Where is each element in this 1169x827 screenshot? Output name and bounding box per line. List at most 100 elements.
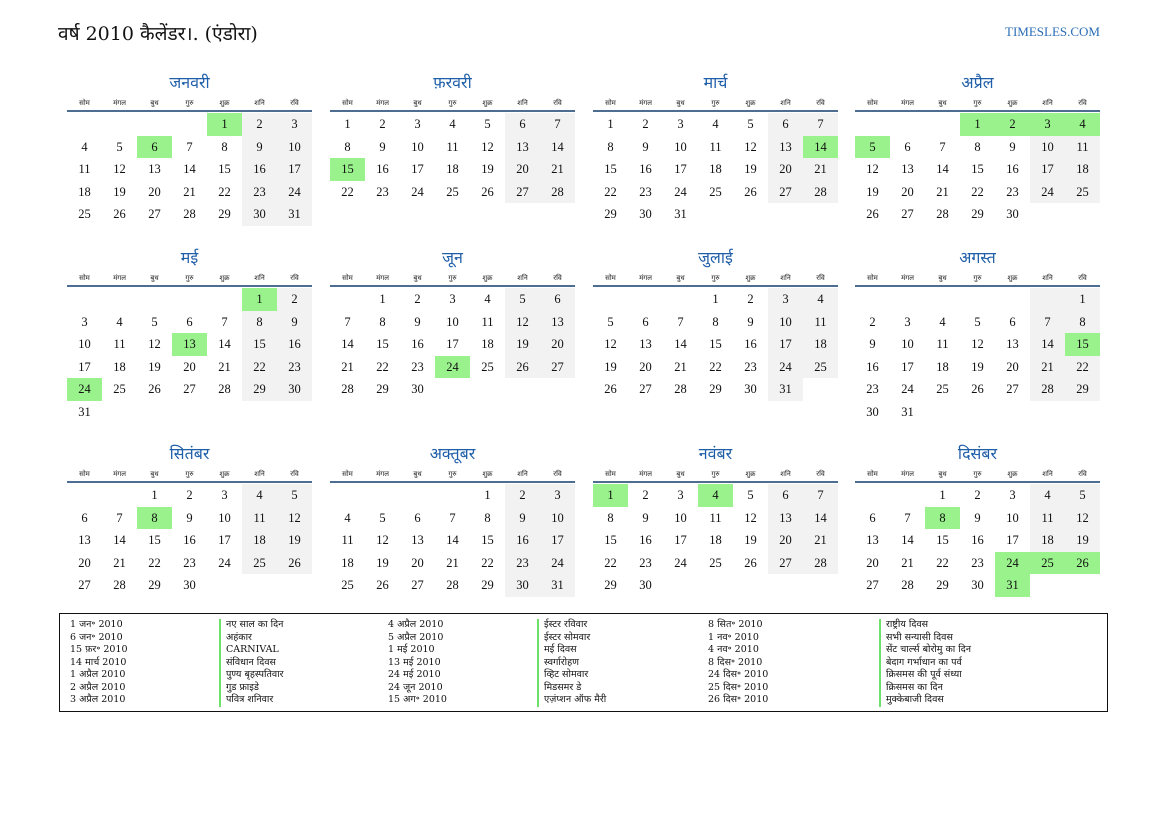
day-cell: 18 (113, 359, 126, 374)
day-cell: 10 (277, 135, 312, 158)
day-cell: 1 (242, 288, 277, 311)
day-cell: 9 (1009, 139, 1016, 154)
day-cell: 20 (639, 359, 652, 374)
day-cell: 28 (446, 578, 459, 592)
weekday-label: गुरु (711, 470, 720, 478)
empty-cell (330, 288, 365, 311)
day-cell: 31 (768, 378, 803, 401)
day-cell: 12 (481, 139, 494, 154)
day-cell: 8 (221, 139, 228, 154)
day-cell: 8 (1065, 310, 1100, 333)
day-cell: 27 (768, 180, 803, 203)
weekday-header: सोम मंगल बुध गुरु शुक्र शनि रवि (593, 94, 838, 112)
day-cell: 3 (677, 117, 684, 131)
month-block: जून सोम मंगल बुध गुरु शुक्र शनि रवि 1 2 3 4 5 6 7 8 9 10 1… (330, 247, 575, 401)
day-cell: 31 (540, 574, 575, 597)
weekday-label: बुध (938, 274, 947, 282)
weekday-label: बुध (676, 470, 685, 478)
day-cell: 27 (639, 382, 652, 396)
holiday-name: राष्ट्रीय दिवस (879, 619, 971, 632)
day-cell: 19 (1065, 529, 1100, 552)
day-cell: 22 (218, 184, 231, 199)
day-cell: 26 (113, 207, 126, 221)
day-cell: 21 (803, 529, 838, 552)
day-cell: 26 (604, 382, 617, 396)
holiday-date: 1 अप्रैल 2010 (70, 669, 126, 680)
weekday-label: बुध (938, 470, 947, 478)
day-grid: 1 2 3 4 5 6 7 8 9 10 11 12 13 14 15 16 17 18 19 20 21 22 23 24 2… (67, 288, 312, 423)
empty-cell (960, 401, 995, 424)
day-cell: 6 (768, 484, 803, 507)
day-cell: 4 (698, 484, 733, 507)
day-cell: 27 (148, 207, 161, 221)
day-cell: 27 (78, 578, 91, 592)
day-cell: 22 (604, 555, 617, 570)
day-cell: 13 (78, 533, 91, 547)
day-cell: 7 (677, 314, 684, 329)
day-cell: 30 (744, 382, 757, 396)
day-cell: 13 (411, 533, 424, 547)
weekday-label: सोम (342, 99, 353, 107)
weekday-label: गुरु (973, 99, 982, 107)
day-cell: 23 (744, 359, 757, 374)
day-cell: 25 (709, 555, 722, 570)
month-block: मई सोम मंगल बुध गुरु शुक्र शनि रवि 1 2 3 4 5 6 7 8 9 10 11… (67, 247, 312, 423)
weekday-label: सोम (867, 274, 878, 282)
holiday-date: 26 दिस॰ 2010 (708, 694, 769, 705)
holiday-date: 8 दिस॰ 2010 (708, 656, 763, 668)
day-cell: 30 (277, 378, 312, 401)
day-cell: 4 (803, 288, 838, 311)
holiday-date: 24 मई 2010 (388, 669, 441, 680)
empty-cell (803, 203, 838, 226)
day-cell: 19 (604, 359, 617, 374)
day-cell: 30 (505, 574, 540, 597)
holiday-name: मिडसमर डे (537, 681, 606, 694)
empty-cell (890, 288, 925, 311)
day-cell: 2 (505, 484, 540, 507)
day-cell: 3 (414, 117, 421, 131)
day-cell: 20 (1006, 359, 1019, 374)
empty-cell (102, 484, 137, 507)
day-cell: 4 (1065, 113, 1100, 136)
weekday-label: सोम (867, 99, 878, 107)
day-cell: 11 (113, 337, 126, 351)
weekday-label: बुध (676, 99, 685, 107)
weekday-label: शनि (1042, 99, 1053, 107)
day-grid: 1 2 3 4 5 6 7 8 9 10 11 12 13 14 15 16 17 18 19 20 21 22 23 24 2… (593, 484, 838, 597)
empty-cell (803, 378, 838, 401)
weekday-label: शुक्र (482, 99, 493, 107)
day-cell: 7 (116, 510, 123, 525)
day-cell: 6 (81, 510, 88, 525)
weekday-label: मंगल (113, 470, 126, 478)
day-cell: 21 (936, 184, 949, 199)
day-grid: 1 2 3 4 5 6 7 8 9 10 11 12 13 14 15 16 17 18 19 20 21 22 23 24 2… (855, 288, 1100, 423)
day-cell: 5 (151, 314, 158, 329)
day-cell: 19 (744, 533, 757, 547)
day-cell: 7 (939, 139, 946, 154)
holiday-names-col-3: राष्ट्रीय दिवस सभी सन्यासी दिवस सेंट चार्ल… (879, 619, 971, 707)
day-cell: 24 (540, 551, 575, 574)
site-link[interactable]: TIMESLES.COM (1005, 24, 1100, 39)
day-cell: 16 (744, 337, 757, 351)
empty-cell (925, 288, 960, 311)
day-cell: 15 (971, 162, 984, 176)
day-cell: 13 (505, 135, 540, 158)
day-cell: 20 (148, 184, 161, 199)
day-cell: 29 (242, 378, 277, 401)
holiday-dates-col-1: 1 जन॰ 2010 6 जन॰ 2010 15 फ़र॰ 2010 14 मार्च… (70, 619, 128, 707)
weekday-label: रवि (290, 99, 299, 107)
day-cell: 8 (379, 314, 386, 329)
day-cell: 15 (218, 162, 231, 176)
weekday-label: सोम (79, 470, 90, 478)
weekday-header: सोम मंगल बुध गुरु शुक्र शनि रवि (67, 94, 312, 112)
holiday-date: 25 दिस॰ 2010 (708, 681, 769, 693)
empty-cell (67, 113, 102, 136)
day-cell: 14 (901, 533, 914, 547)
day-cell: 19 (866, 184, 879, 199)
holiday-date: 4 नव॰ 2010 (708, 644, 759, 655)
day-cell: 2 (379, 117, 386, 131)
holiday-date: 14 मार्च 2010 (70, 656, 127, 668)
day-cell: 3 (449, 292, 456, 306)
day-cell: 8 (242, 310, 277, 333)
day-cell: 15 (481, 533, 494, 547)
